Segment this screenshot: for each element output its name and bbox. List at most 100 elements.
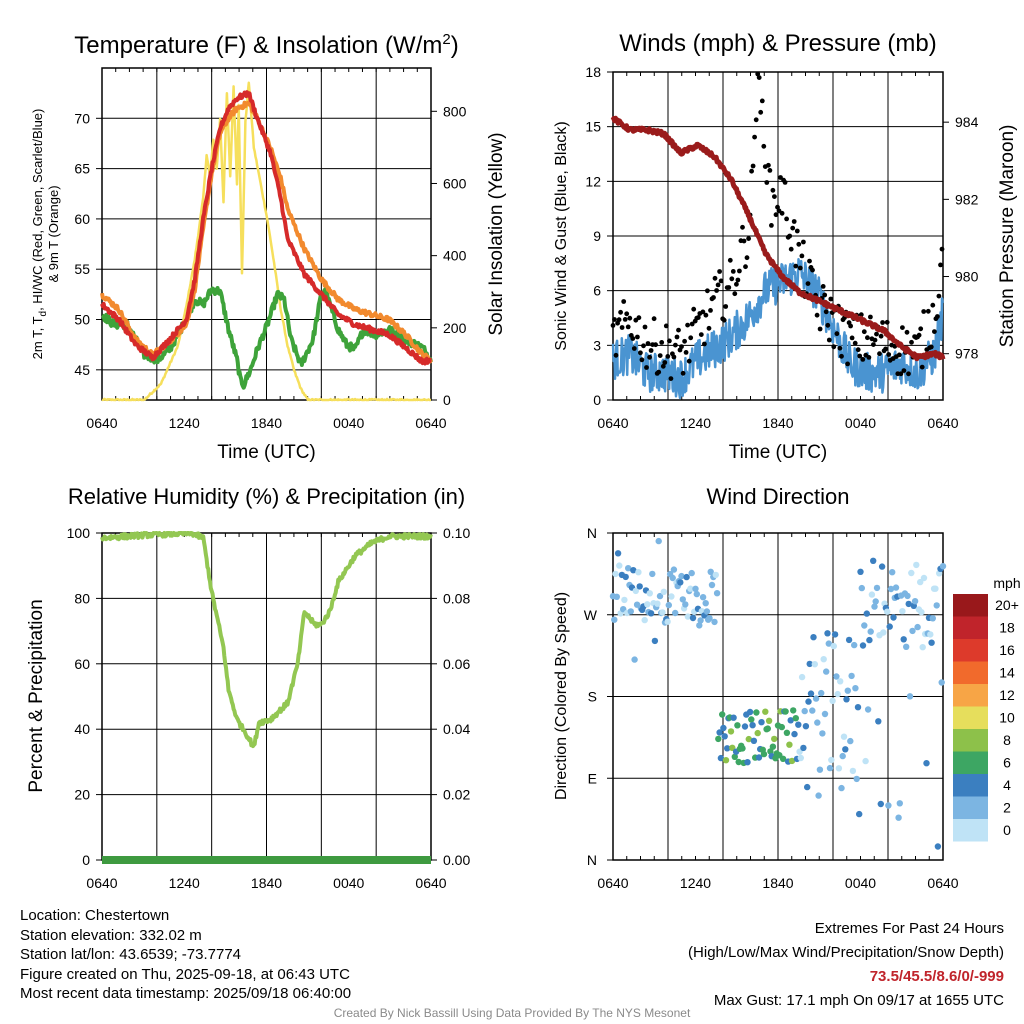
direction-point	[833, 673, 840, 680]
speed-legend-label: 0	[1003, 822, 1011, 838]
direction-point	[909, 627, 916, 635]
gust-point	[660, 363, 666, 369]
gust-point	[735, 277, 741, 283]
panel-3-y2-tick-label: 0.04	[443, 721, 470, 737]
gust-point	[645, 341, 651, 346]
direction-point	[806, 660, 813, 668]
gust-point	[651, 316, 657, 322]
direction-point	[622, 573, 629, 581]
series-2m-temp-line	[100, 90, 433, 366]
speed-legend-swatch	[953, 796, 988, 819]
gust-point	[831, 344, 837, 350]
direction-point	[760, 750, 768, 758]
speed-legend-label: 2	[1003, 800, 1011, 816]
gust-point	[627, 315, 633, 321]
panel-2-y2-axis-label: Station Pressure (Maroon)	[997, 125, 1018, 348]
gust-point	[705, 288, 710, 294]
gust-point	[878, 333, 884, 339]
gust-point	[727, 257, 733, 263]
direction-point	[689, 614, 697, 622]
gust-point	[788, 246, 794, 252]
gust-point	[689, 321, 695, 327]
gust-point	[916, 332, 922, 338]
gust-point	[837, 345, 843, 351]
direction-point	[665, 601, 672, 609]
gust-point	[753, 117, 759, 123]
gust-point	[662, 360, 668, 365]
gust-point	[834, 331, 840, 337]
gust-point	[683, 350, 689, 355]
gust-point	[659, 340, 665, 345]
gust-point	[797, 265, 803, 271]
gust-point	[877, 351, 882, 357]
direction-point	[660, 588, 667, 595]
direction-point	[837, 678, 844, 685]
direction-point	[797, 754, 804, 762]
direction-point	[682, 601, 689, 608]
elevation-text: Station elevation: 332.02 m	[20, 926, 202, 944]
gust-point	[723, 304, 729, 309]
gust-point	[618, 309, 623, 315]
panel-1-y2-axis-label: Solar Insolation (Yellow)	[486, 132, 507, 335]
gust-point	[665, 354, 671, 359]
direction-point	[720, 724, 727, 732]
direction-point	[885, 802, 892, 809]
direction-point	[717, 754, 725, 762]
gust-point	[868, 314, 873, 320]
panel-3-y2-tick-label: 0.00	[443, 852, 470, 868]
location-text: Location: Chestertown	[20, 907, 170, 924]
panel-2-x-tick-label: 0640	[597, 415, 628, 431]
gust-point	[622, 317, 628, 322]
gust-point	[801, 239, 806, 245]
direction-point	[753, 709, 760, 716]
panel-3-y-tick-label: 60	[74, 656, 90, 672]
direction-point	[684, 613, 692, 620]
direction-point	[825, 640, 832, 647]
direction-point	[852, 685, 859, 692]
gust-point	[638, 350, 643, 356]
direction-point	[749, 722, 756, 729]
direction-point	[787, 717, 794, 724]
direction-point	[678, 572, 685, 580]
recent-data-text: Most recent data timestamp: 2025/09/18 0…	[20, 985, 352, 1002]
panel-2-y-tick-label: 3	[593, 337, 601, 353]
gust-point	[642, 324, 648, 330]
direction-point	[801, 707, 808, 715]
direction-point	[918, 609, 925, 616]
gust-point	[668, 376, 674, 381]
gust-point	[784, 216, 789, 222]
credit-text: Created By Nick Bassill Using Data Provi…	[333, 1006, 691, 1020]
direction-point	[810, 634, 817, 641]
gust-point	[703, 312, 709, 318]
speed-legend-label: 16	[999, 642, 1015, 658]
direction-point	[654, 600, 661, 607]
direction-point	[809, 707, 816, 714]
direction-point	[668, 593, 675, 600]
direction-point	[644, 601, 651, 608]
panel-2-y-axis-label: Sonic Wind & Gust (Blue, Black)	[553, 121, 570, 350]
direction-point	[786, 741, 793, 748]
gust-point	[938, 262, 943, 268]
direction-point	[730, 714, 737, 721]
direction-point	[913, 561, 920, 569]
direction-point	[748, 716, 755, 723]
panel-1-x-tick-label: 0040	[333, 415, 364, 431]
panel-4-y-tick-label: S	[588, 689, 597, 705]
direction-point	[758, 719, 765, 726]
gust-point	[636, 315, 642, 321]
gust-point	[759, 98, 765, 104]
gust-point	[849, 335, 855, 341]
direction-point	[669, 574, 676, 582]
panel-1-x-tick-label: 1840	[251, 415, 282, 431]
speed-legend-swatch	[953, 751, 988, 774]
direction-point	[702, 600, 709, 607]
gust-point	[741, 238, 747, 244]
gust-point	[740, 224, 745, 230]
direction-point	[859, 642, 867, 649]
gust-point	[805, 281, 811, 286]
direction-point	[711, 618, 718, 626]
gust-point	[749, 168, 754, 174]
direction-point	[848, 672, 855, 680]
direction-point	[762, 708, 769, 715]
gust-point	[686, 358, 692, 364]
